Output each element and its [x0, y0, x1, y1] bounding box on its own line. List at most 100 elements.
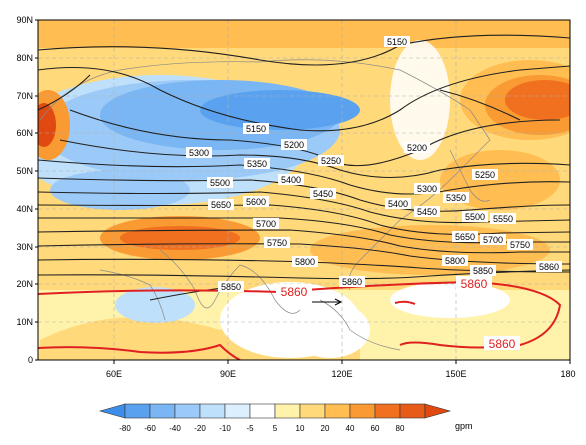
lon-label: 120E	[331, 369, 352, 379]
subtropical-high-contours	[38, 280, 562, 360]
svg-text:5800: 5800	[295, 257, 315, 267]
colorbar-swatch	[124, 403, 151, 419]
svg-text:5750: 5750	[267, 238, 287, 248]
svg-text:5500: 5500	[210, 178, 230, 188]
svg-text:5860: 5860	[342, 277, 362, 287]
lon-label: 180	[560, 369, 575, 379]
svg-text:5300: 5300	[189, 148, 209, 158]
contour-label: 5350	[244, 158, 270, 169]
lat-label: 10N	[16, 317, 33, 327]
contour-label: 5800	[292, 256, 318, 267]
colorbar	[98, 403, 452, 419]
colorbar-swatch	[149, 403, 176, 419]
lat-label: 70N	[16, 91, 33, 101]
colorbar-swatch	[324, 403, 351, 419]
longitude-ticks	[113, 360, 571, 364]
svg-text:5700: 5700	[256, 219, 276, 229]
svg-text:5850: 5850	[473, 266, 493, 276]
lon-label: 60E	[106, 369, 122, 379]
lon-label: 90E	[220, 369, 236, 379]
contour-label: 5700	[253, 218, 279, 229]
lon-label: 150E	[445, 369, 466, 379]
colorbar-swatch	[199, 403, 226, 419]
colorbar-label: 80	[396, 424, 405, 433]
lat-label: 30N	[16, 242, 33, 252]
red-contour-label-group: 5860 5860 5860	[276, 276, 520, 351]
lat-label: 20N	[16, 279, 33, 289]
contour-label: 5450	[414, 206, 440, 217]
map-frame	[37, 19, 571, 361]
colorbar-label: 20	[321, 424, 330, 433]
colorbar-swatch	[174, 403, 201, 419]
colorbar-label: 10	[296, 424, 305, 433]
contour-label: 5860	[339, 276, 365, 287]
colorbar-swatch	[224, 403, 251, 419]
colorbar-swatch	[299, 403, 326, 419]
svg-text:5150: 5150	[246, 124, 266, 134]
lat-label: 80N	[16, 53, 33, 63]
colorbar-swatch	[249, 403, 276, 419]
arrow-icon	[312, 298, 343, 306]
contour-label: 5450	[310, 188, 336, 199]
svg-text:5550: 5550	[493, 214, 513, 224]
colorbar-label: 60	[371, 424, 380, 433]
colorbar-swatch	[98, 403, 126, 419]
contour-label: 5700	[480, 234, 506, 245]
svg-text:5860: 5860	[539, 262, 559, 272]
contour-label: 5300	[414, 183, 440, 194]
svg-text:5450: 5450	[417, 207, 437, 217]
svg-text:5300: 5300	[417, 184, 437, 194]
svg-text:5750: 5750	[510, 240, 530, 250]
colorbar-label: -5	[246, 424, 254, 433]
contour-label: 5250	[472, 169, 498, 180]
contour-label: 5200	[281, 139, 307, 150]
contour-label: 5250	[318, 155, 344, 166]
latitude-ticks	[35, 19, 38, 361]
svg-text:5400: 5400	[281, 175, 301, 185]
contour-label: 5600	[243, 196, 269, 207]
svg-text:5350: 5350	[247, 159, 267, 169]
contour-label: 5150	[243, 123, 269, 134]
svg-text:5200: 5200	[284, 140, 304, 150]
contour-label: 5400	[385, 198, 411, 209]
contour-label: 5350	[443, 192, 469, 203]
height-contours	[38, 34, 570, 301]
svg-text:5400: 5400	[388, 199, 408, 209]
svg-text:5700: 5700	[483, 235, 503, 245]
svg-text:5850: 5850	[221, 282, 241, 292]
contour-label: 5150	[384, 36, 410, 47]
svg-text:5800: 5800	[445, 256, 465, 266]
colorbar-swatch	[374, 403, 401, 419]
latitude-labels: 90N 80N 70N 60N 50N 40N 30N 20N 10N 0	[16, 15, 33, 365]
colorbar-swatch	[349, 403, 376, 419]
svg-text:5200: 5200	[407, 143, 427, 153]
svg-text:5450: 5450	[313, 189, 333, 199]
contour-label: 5300	[186, 147, 212, 158]
contour-label: 5750	[507, 239, 533, 250]
lat-label: 90N	[16, 15, 33, 25]
svg-text:5860: 5860	[489, 337, 516, 351]
colorbar-labels: -80 -60 -40 -20 -10 -5 5 10 20 40 60 80	[119, 424, 405, 433]
longitude-labels: 60E 90E 120E 150E 180	[106, 369, 576, 379]
anomaly-shading	[38, 20, 570, 360]
contour-label: 5850	[470, 265, 496, 276]
svg-text:5860: 5860	[281, 285, 308, 299]
contour-label: 5550	[490, 213, 516, 224]
lat-label: 50N	[16, 166, 33, 176]
svg-text:5500: 5500	[465, 212, 485, 222]
contour-label: 5850	[218, 281, 244, 292]
svg-text:5250: 5250	[321, 156, 341, 166]
colorbar-label: -20	[194, 424, 206, 433]
contour-label-group: 5150 5150 5200 5200 5250 5250 5300 5300 …	[186, 36, 562, 292]
contour-label: 5800	[442, 255, 468, 266]
lat-label: 40N	[16, 204, 33, 214]
colorbar-swatch	[399, 403, 426, 419]
lat-label: 0	[28, 355, 33, 365]
contour-label: 5650	[452, 231, 478, 242]
contour-label: 5500	[462, 211, 488, 222]
colorbar-label: 5	[273, 424, 278, 433]
svg-text:5350: 5350	[446, 193, 466, 203]
contour-label: 5860	[536, 261, 562, 272]
svg-text:5650: 5650	[211, 200, 231, 210]
